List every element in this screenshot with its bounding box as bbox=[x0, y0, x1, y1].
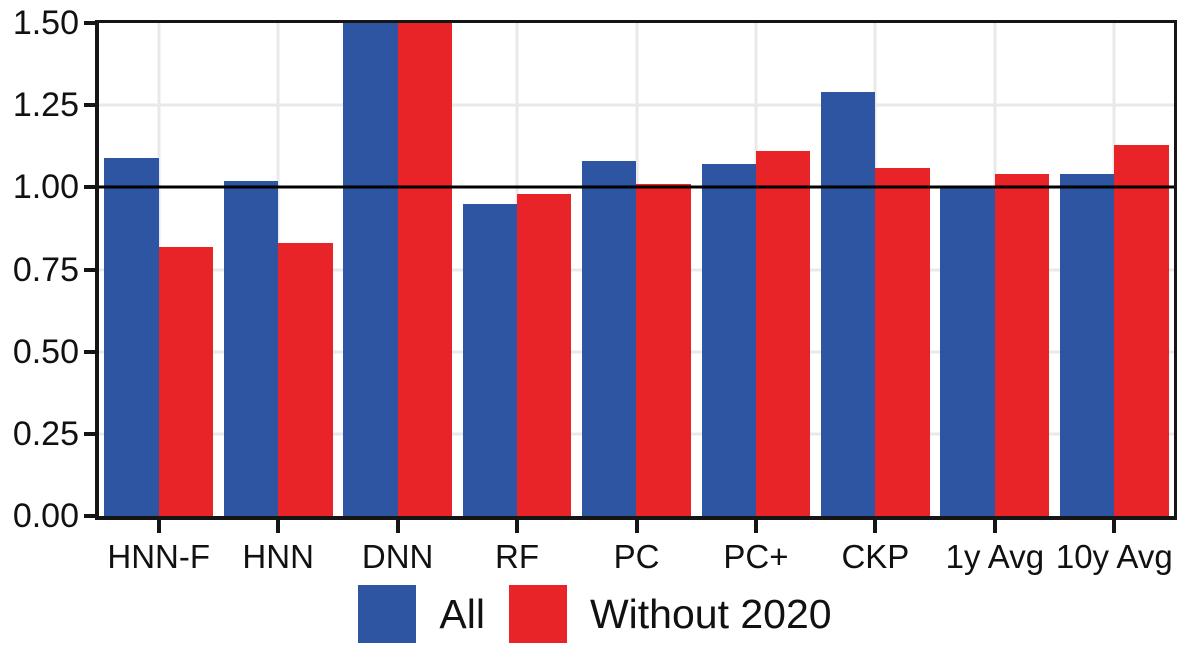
y-tick-mark bbox=[84, 103, 96, 108]
bar-group-hnn bbox=[218, 23, 337, 516]
x-tick-label: HNN-F bbox=[107, 538, 211, 575]
y-tick-label: 1.50 bbox=[12, 4, 79, 42]
bar-without-2020 bbox=[636, 184, 691, 516]
x-tick-mark bbox=[515, 520, 520, 533]
bar-without-2020 bbox=[994, 174, 1050, 516]
x-tick-mark bbox=[992, 520, 997, 533]
x-tick-label: 10y Avg bbox=[1055, 538, 1173, 575]
y-tick-label: 0.00 bbox=[12, 497, 79, 535]
y-tick-label: 1.00 bbox=[12, 168, 79, 207]
legend-label: Without 2020 bbox=[589, 590, 832, 637]
y-tick-mark bbox=[84, 21, 96, 25]
x-tick-label: DNN bbox=[361, 538, 434, 575]
bar-all bbox=[343, 23, 398, 516]
legend-swatch-all bbox=[358, 585, 417, 643]
bar-without-2020 bbox=[875, 167, 930, 516]
y-tick-label: 0.75 bbox=[12, 250, 79, 289]
chart-panel bbox=[95, 20, 1177, 520]
x-tick-label: CKP bbox=[841, 538, 910, 575]
y-tick-mark bbox=[84, 431, 96, 436]
bar-group-hnn-f bbox=[99, 23, 218, 516]
bar-all bbox=[582, 161, 637, 516]
bar-all bbox=[1059, 174, 1115, 516]
y-tick-mark bbox=[84, 514, 96, 518]
x-tick-label: RF bbox=[495, 538, 540, 575]
bar-without-2020 bbox=[1114, 144, 1169, 516]
bar-all bbox=[462, 203, 518, 516]
y-tick-label: 0.25 bbox=[12, 414, 79, 453]
x-tick-mark bbox=[1112, 520, 1117, 533]
x-tick-mark bbox=[634, 520, 639, 533]
y-tick-label: 0.50 bbox=[12, 332, 79, 371]
x-tick-label: HNN bbox=[242, 538, 314, 575]
bar-without-2020 bbox=[278, 243, 333, 516]
legend: All Without 2020 bbox=[0, 585, 1190, 643]
x-tick-label: PC+ bbox=[723, 538, 789, 575]
y-tick-mark bbox=[84, 267, 96, 272]
x-tick-label: 1y Avg bbox=[945, 538, 1045, 575]
bar-group-pc bbox=[577, 23, 696, 516]
bar-group-dnn bbox=[338, 23, 457, 516]
x-tick-mark bbox=[395, 520, 400, 533]
bar-without-2020 bbox=[397, 23, 452, 516]
bar-without-2020 bbox=[755, 151, 811, 516]
bar-without-2020 bbox=[517, 193, 572, 516]
bar-all bbox=[104, 157, 159, 516]
x-tick-label: PC bbox=[613, 538, 660, 575]
bar-group-1y-avg bbox=[935, 23, 1054, 516]
bar-without-2020 bbox=[158, 246, 214, 516]
bar-all bbox=[940, 187, 995, 516]
bar-all bbox=[701, 164, 756, 516]
bar-group-pc- bbox=[696, 23, 815, 516]
y-tick-label: 1.25 bbox=[12, 86, 79, 125]
x-tick-mark bbox=[156, 520, 161, 533]
x-tick-mark bbox=[753, 520, 758, 533]
bar-group-ckp bbox=[816, 23, 935, 516]
y-tick-mark bbox=[84, 349, 96, 354]
reference-line bbox=[99, 185, 1174, 189]
bar-all bbox=[223, 180, 279, 516]
y-tick-mark bbox=[84, 185, 96, 190]
legend-item-without-2020: Without 2020 bbox=[508, 585, 832, 643]
bars-layer bbox=[99, 23, 1174, 516]
x-tick-mark bbox=[276, 520, 281, 533]
bar-all bbox=[821, 92, 876, 516]
x-tick-mark bbox=[873, 520, 878, 533]
legend-item-all: All bbox=[358, 585, 485, 643]
legend-swatch-without-2020 bbox=[508, 585, 567, 643]
legend-label: All bbox=[439, 590, 485, 637]
bar-group-10y-avg bbox=[1055, 23, 1174, 516]
bar-group-rf bbox=[457, 23, 576, 516]
